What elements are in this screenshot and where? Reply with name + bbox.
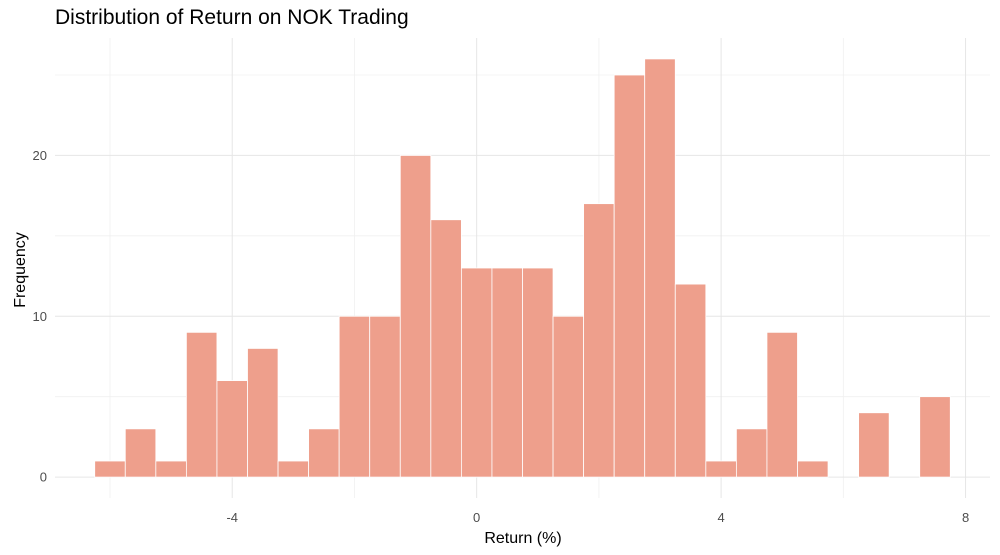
histogram-bar <box>247 348 279 478</box>
y-tick-label: 20 <box>33 148 47 163</box>
histogram-bar <box>399 155 432 478</box>
histogram-bar <box>919 396 951 478</box>
histogram-bar <box>460 267 493 478</box>
histogram-bar <box>185 331 218 478</box>
x-axis-title: Return (%) <box>484 530 561 547</box>
chart-title: Distribution of Return on NOK Trading <box>55 6 409 29</box>
histogram-bar <box>583 203 615 478</box>
histogram-bar <box>613 74 646 478</box>
histogram-bar <box>766 331 798 478</box>
histogram-bar <box>735 428 768 478</box>
histogram-bar <box>552 315 585 478</box>
histogram-bar <box>338 315 371 478</box>
histogram-bar <box>797 460 829 478</box>
histogram-bar <box>216 380 248 478</box>
x-tick-label: 0 <box>473 510 480 525</box>
histogram-bar <box>124 428 157 478</box>
histogram-bar <box>858 412 890 478</box>
histogram-bar <box>94 460 126 478</box>
histogram-bar <box>491 267 523 478</box>
x-axis-ticks: -4 0 4 8 <box>226 510 969 525</box>
histogram-bar <box>644 58 676 478</box>
histogram-bar <box>674 283 707 478</box>
y-tick-label: 10 <box>33 309 47 324</box>
x-tick-label: -4 <box>226 510 238 525</box>
x-tick-label: 8 <box>962 510 969 525</box>
histogram-bar <box>705 460 737 478</box>
y-axis-ticks: 0 10 20 <box>33 148 47 485</box>
y-tick-label: 0 <box>40 470 47 485</box>
histogram-bars <box>94 58 951 478</box>
y-axis-title: Frequency <box>12 232 29 308</box>
histogram-bar <box>277 460 310 478</box>
histogram-bar <box>369 315 401 478</box>
histogram-bar <box>522 267 554 478</box>
histogram-bar <box>308 428 340 478</box>
x-tick-label: 4 <box>717 510 724 525</box>
histogram-bar <box>430 219 462 478</box>
histogram-bar <box>155 460 187 478</box>
